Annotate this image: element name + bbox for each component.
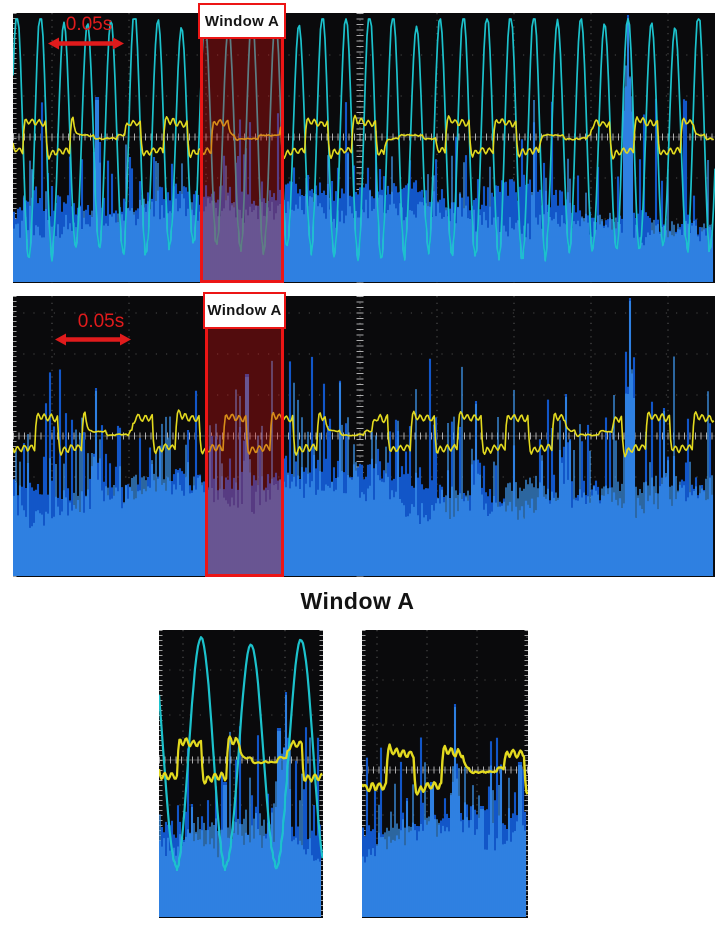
window-a-zoom-left bbox=[159, 630, 323, 918]
oscilloscope-capture-bottom: Window A 0.05s bbox=[13, 292, 715, 577]
oscilloscope-capture-top: Window A 0.05s bbox=[13, 3, 715, 283]
oscilloscope-capture-bottom-plot bbox=[13, 296, 715, 577]
oscilloscope-capture-top-plot bbox=[13, 13, 715, 283]
window-a-heading: Window A bbox=[300, 588, 415, 614]
window-a-zoom-left-plot bbox=[159, 630, 323, 918]
window-a-zoom-right bbox=[362, 630, 528, 918]
window-a-zoom-right-plot bbox=[362, 630, 528, 918]
